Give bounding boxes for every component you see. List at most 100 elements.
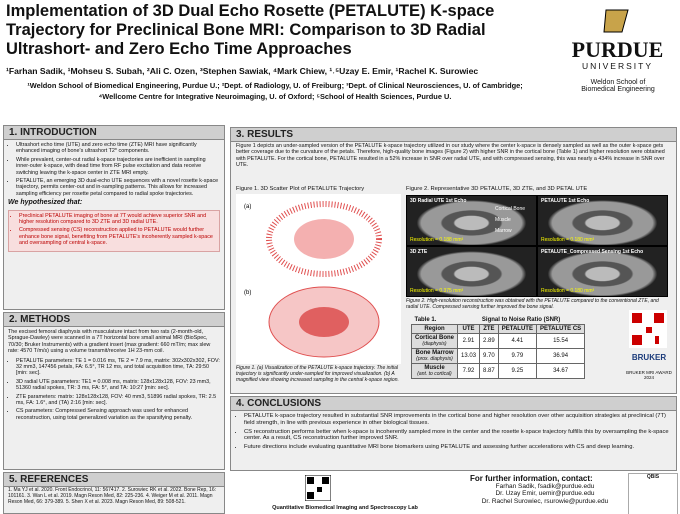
- fig1-caption: Figure 1. 3D Scatter Plot of PETALUTE Tr…: [236, 186, 365, 192]
- column-header: UTE: [457, 324, 481, 334]
- contact-line: Farhan Sadik, fsadik@purdue.edu: [495, 482, 595, 490]
- bullet: Preclinical PETALUTE imaging of bone at …: [19, 213, 217, 226]
- resolution-label: Resolution = 0.375 mm³: [410, 288, 464, 294]
- snr-cell: 9.79: [497, 348, 537, 364]
- region-cell: Cortical Bone (diaphysis): [410, 333, 459, 349]
- table-row: Bone Marrow (prox. diaphysis) 13.03 9.70 9.7…: [410, 348, 586, 364]
- fig1-note: Figure 1. (a) Visualization of the PETAL…: [236, 365, 399, 383]
- contact-line: Dr. Uzay Emir, uemir@purdue.edu: [495, 490, 595, 497]
- fig2: 3D Radial UTE 1st Echo Resolution = 0.188…: [406, 195, 668, 297]
- bullet: While prevalent, center-out radial k-spa…: [16, 157, 220, 176]
- bruker-logo: BRUKER: [631, 353, 667, 362]
- references-section: 5. REFERENCES 1. Ma YJ et al. 2020. Fron…: [3, 472, 225, 514]
- region-name: Muscle: [424, 365, 445, 371]
- fig2-note: Figure 2. High-resolution reconstruction…: [406, 298, 659, 310]
- section-heading: 2. METHODS: [4, 313, 224, 327]
- affiliations: ¹Weldon School of Biomedical Engineering…: [27, 81, 523, 101]
- qr-code-2: [305, 475, 331, 501]
- snr-cell: 9.25: [497, 363, 537, 379]
- section-heading: 5. REFERENCES: [4, 473, 224, 487]
- snr-cell: 2.91: [457, 333, 481, 349]
- trajectory-center: [294, 219, 354, 259]
- intro-list: Ultrashort echo time (UTE) and zero echo…: [8, 142, 220, 197]
- bullet: Ultrashort echo time (UTE) and zero echo…: [16, 142, 220, 155]
- school: Weldon School of Biomedical Engineering: [581, 79, 655, 93]
- snr-cell: 36.94: [535, 348, 586, 364]
- region-cell: Muscle (ant. to cortical): [410, 363, 459, 379]
- table-header: Region UTE ZTE PETALUTE PETALUTE CS: [410, 324, 586, 334]
- conclusions-section: 4. CONCLUSIONS PETALUTE k-space trajecto…: [230, 396, 677, 471]
- mri-panel: PETALUTE 1st Echo Resolution = 0.180 mm³: [537, 195, 668, 246]
- region-cell: Bone Marrow (prox. diaphysis): [410, 348, 459, 364]
- resolution-label: Resolution = 0.188 mm³: [410, 237, 464, 243]
- table-caption: Table 1.: [414, 317, 437, 323]
- region-name: Bone Marrow: [415, 350, 454, 356]
- methods-intro: The excised femoral diaphysis with muscu…: [8, 329, 211, 355]
- tissue-label: Muscle: [495, 217, 511, 223]
- title: Implementation of 3D Dual Echo Rosette (…: [6, 2, 495, 58]
- contact-line: Dr. Rachel Surowiec, rsurowie@purdue.edu: [481, 497, 609, 505]
- trajectory-zoom-center: [299, 307, 349, 337]
- panel-label: PETALUTE_Compressed Sensing 1st Echo: [541, 249, 644, 255]
- region-name: Cortical Bone: [415, 335, 455, 341]
- resolution-label: Resolution = 0.180 mm³: [541, 288, 595, 294]
- resolution-label: Resolution = 0.180 mm³: [541, 237, 595, 243]
- table-title: Signal to Noise Ratio (SNR): [481, 317, 561, 323]
- bullet: Future directions include evaluating qua…: [244, 444, 672, 451]
- logo-text: PURDUE: [571, 37, 664, 62]
- lab-logo-text: QBIS: [646, 474, 660, 480]
- table-block: Table 1. Signal to Noise Ratio (SNR) Regio…: [410, 316, 586, 379]
- bullet: CS parameters: Compressed Sensing approa…: [16, 408, 220, 421]
- fig2-caption: Figure 2. Representative 3D PETALUTE, 3D…: [406, 186, 588, 192]
- contact-heading: For further information, contact:: [470, 474, 593, 483]
- references-text: 1. Ma YJ et al. 2020. Front Endocrinol, …: [8, 487, 216, 505]
- region-sub: (ant. to cortical): [417, 371, 452, 377]
- mri-panel: 3D Radial UTE 1st Echo Resolution = 0.188…: [406, 195, 537, 246]
- snr-cell: 2.89: [479, 333, 499, 349]
- trajectory-cloud: [266, 201, 382, 277]
- results-text: Figure 1 depicts an under-sampled versio…: [236, 143, 665, 169]
- fig1: (a) (b): [236, 194, 401, 364]
- authors: ¹Farhan Sadik, ¹Mohseu S. Subah, ²Ali C.…: [6, 66, 479, 76]
- award-text: BRUKER MRI AWARD 2024: [626, 370, 672, 380]
- snr-cell: 8.87: [479, 363, 499, 379]
- mri-panel: PETALUTE_Compressed Sensing 1st Echo Reso…: [537, 246, 668, 297]
- table-row: Cortical Bone (diaphysis) 2.91 2.89 4.41 15.5…: [410, 333, 586, 349]
- panel-label: 3D ZTE: [410, 249, 428, 255]
- tissue-label: Marrow: [495, 228, 512, 234]
- column-header: ZTE: [479, 324, 499, 334]
- snr-cell: 34.67: [535, 363, 586, 379]
- bullet: CS reconstruction performs better when k…: [244, 429, 672, 443]
- mri-panel: 3D ZTE Resolution = 0.375 mm³: [406, 246, 537, 297]
- column-header: PETALUTE: [497, 324, 537, 334]
- table-caption-row: Table 1. Signal to Noise Ratio (SNR): [412, 316, 585, 325]
- conclusions-list: PETALUTE k-space trajectory resulted in …: [236, 413, 672, 451]
- column-header: PETALUTE CS: [535, 324, 586, 334]
- contact: For further information, contact: Farhan…: [470, 475, 620, 505]
- bullet: 3D radial UTE parameters: TE1 = 0.008 ms…: [16, 379, 220, 392]
- snr-cell: 13.03: [457, 348, 481, 364]
- snr-cell: 9.70: [479, 348, 499, 364]
- bullet: PETALUTE k-space trajectory resulted in …: [244, 413, 672, 427]
- methods-section: 2. METHODS The excised femoral diaphysis…: [3, 312, 225, 470]
- award: BRUKER BRUKER MRI AWARD 2024: [624, 353, 674, 380]
- bullet: ZTE parameters: matrix: 128x128x128, FOV…: [16, 394, 220, 407]
- bullet: PETALUTE parameters: TE 1 = 0.016 ms, TE…: [16, 358, 220, 377]
- panel-label: PETALUTE 1st Echo: [541, 198, 590, 204]
- qr-code: [629, 310, 667, 348]
- snr-cell: 4.41: [497, 333, 537, 349]
- bullet: Compressed sensing (CS) reconstruction a…: [19, 227, 217, 246]
- logo-mark: [602, 9, 629, 33]
- logo: PURDUE UNIVERSITY Weldon School of Biome…: [560, 8, 675, 93]
- panel-label: (a): [244, 204, 251, 210]
- snr-cell: 7.92: [457, 363, 481, 379]
- section-heading: 3. RESULTS: [231, 128, 676, 142]
- results-section: 3. RESULTS Figure 1 depicts an under-sam…: [230, 127, 677, 394]
- logo-sub: UNIVERSITY: [581, 61, 653, 71]
- hypothesis-list: Preclinical PETALUTE imaging of bone at …: [11, 213, 217, 247]
- section-heading: 4. CONCLUSIONS: [231, 397, 676, 411]
- region-sub: (prox. diaphysis): [416, 356, 453, 362]
- table-row: Muscle (ant. to cortical) 7.92 8.87 9.25 34.6…: [410, 363, 586, 379]
- tissue-label: Cortical Bone: [495, 206, 526, 212]
